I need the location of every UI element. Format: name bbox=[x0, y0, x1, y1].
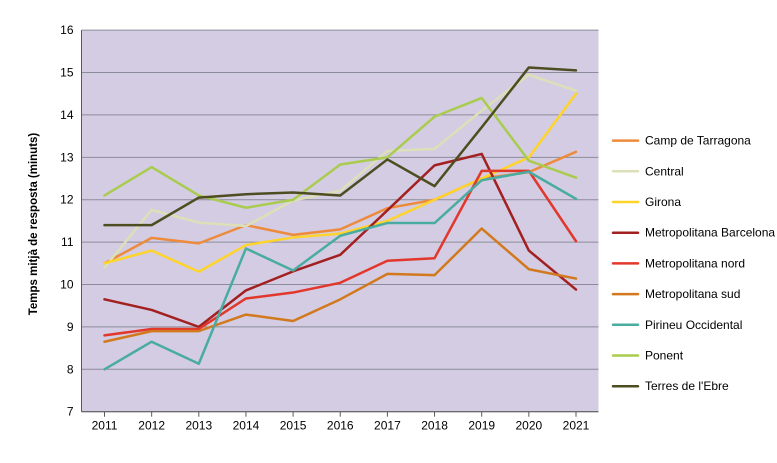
svg-text:Central: Central bbox=[645, 164, 684, 178]
svg-text:8: 8 bbox=[67, 362, 74, 376]
svg-text:Metropolitana sud: Metropolitana sud bbox=[645, 287, 740, 301]
svg-text:Girona: Girona bbox=[645, 195, 681, 209]
svg-text:16: 16 bbox=[60, 23, 74, 37]
svg-text:9: 9 bbox=[67, 320, 74, 334]
svg-text:2012: 2012 bbox=[138, 419, 165, 433]
svg-text:2019: 2019 bbox=[468, 419, 495, 433]
svg-text:15: 15 bbox=[60, 66, 74, 80]
svg-text:2020: 2020 bbox=[515, 419, 542, 433]
svg-text:Metropolitana Barcelona: Metropolitana Barcelona bbox=[645, 226, 775, 240]
svg-text:2021: 2021 bbox=[563, 419, 590, 433]
svg-text:Metropolitana nord: Metropolitana nord bbox=[645, 256, 745, 270]
svg-text:2015: 2015 bbox=[280, 419, 307, 433]
svg-text:13: 13 bbox=[60, 150, 74, 164]
svg-text:7: 7 bbox=[67, 405, 74, 419]
svg-text:10: 10 bbox=[60, 278, 74, 292]
svg-text:Terres de l'Ebre: Terres de l'Ebre bbox=[645, 379, 729, 393]
svg-text:2014: 2014 bbox=[233, 419, 260, 433]
svg-text:2017: 2017 bbox=[374, 419, 401, 433]
svg-text:11: 11 bbox=[61, 235, 74, 249]
svg-text:2016: 2016 bbox=[327, 419, 354, 433]
svg-text:2011: 2011 bbox=[92, 419, 118, 433]
svg-text:2018: 2018 bbox=[421, 419, 448, 433]
svg-text:12: 12 bbox=[60, 193, 74, 207]
svg-text:Ponent: Ponent bbox=[645, 349, 684, 363]
svg-text:2013: 2013 bbox=[185, 419, 212, 433]
svg-text:14: 14 bbox=[60, 108, 74, 122]
svg-text:Pirineu Occidental: Pirineu Occidental bbox=[645, 318, 742, 332]
svg-text:Camp de Tarragona: Camp de Tarragona bbox=[645, 134, 751, 148]
